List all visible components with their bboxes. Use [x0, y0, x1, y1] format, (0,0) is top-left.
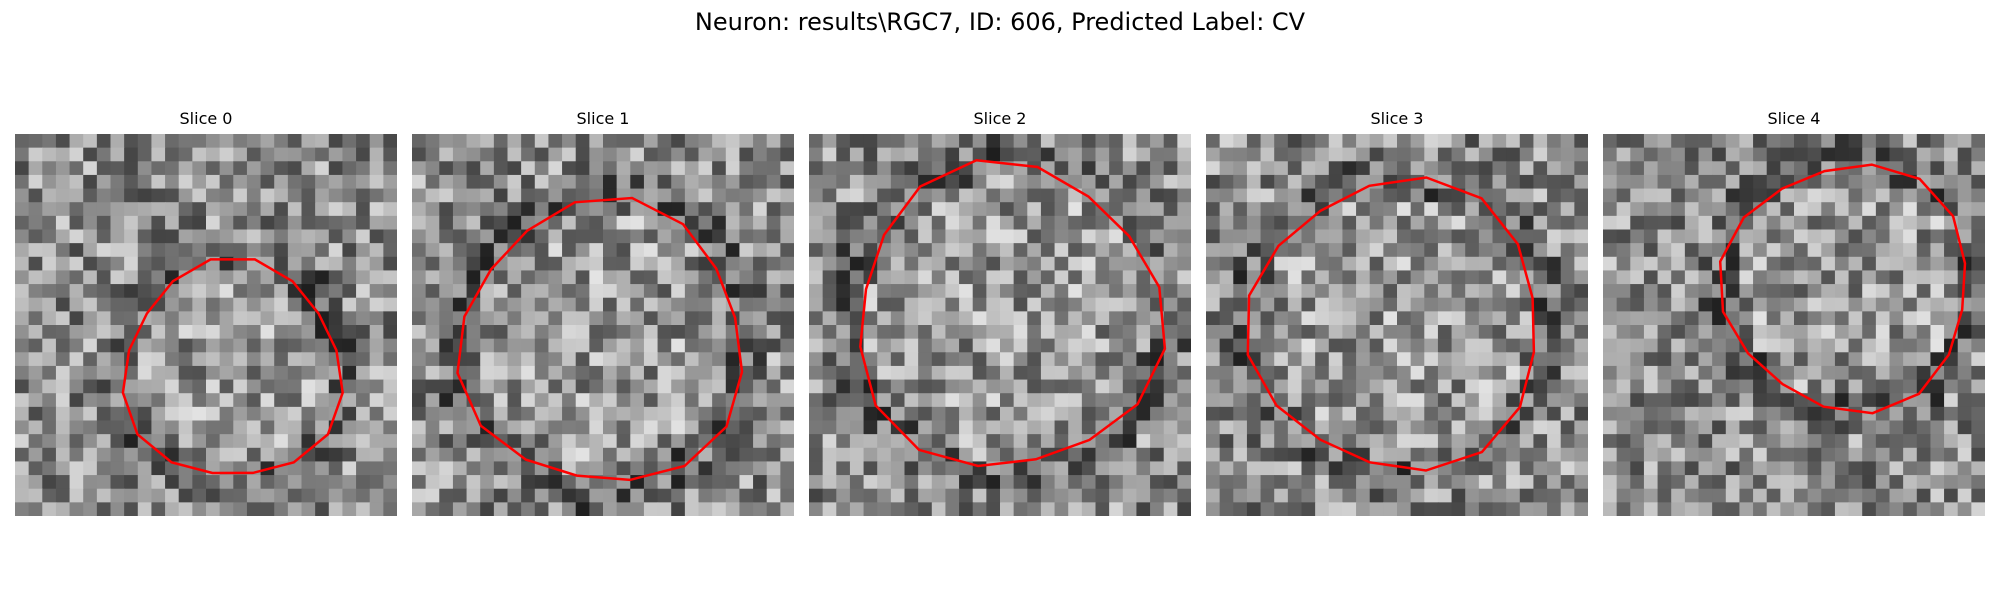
segmentation-contour — [456, 196, 744, 482]
segmentation-contour — [1246, 176, 1536, 472]
slice-title-4: Slice 4 — [1767, 109, 1821, 128]
segmentation-contour — [1718, 163, 1967, 415]
slice-image-2 — [809, 134, 1191, 516]
slice-title-0: Slice 0 — [179, 109, 233, 128]
segmentation-contour — [859, 159, 1167, 468]
figure-title: Neuron: results\RGC7, ID: 606, Predicted… — [694, 8, 1306, 36]
slice-panel-1: Slice 1 — [412, 108, 794, 516]
slice-panel-2: Slice 2 — [809, 108, 1191, 516]
slice-image-0 — [15, 134, 397, 516]
slice-title-3: Slice 3 — [1370, 109, 1424, 128]
slice-title-1: Slice 1 — [576, 109, 630, 128]
slice-image-4 — [1603, 134, 1985, 516]
segmentation-contour — [121, 258, 344, 475]
slice-panel-3: Slice 3 — [1206, 108, 1588, 516]
slice-image-3 — [1206, 134, 1588, 516]
slice-panel-4: Slice 4 — [1603, 108, 1985, 516]
slice-panel-0: Slice 0 — [15, 108, 397, 516]
slice-title-2: Slice 2 — [973, 109, 1027, 128]
slice-image-1 — [412, 134, 794, 516]
